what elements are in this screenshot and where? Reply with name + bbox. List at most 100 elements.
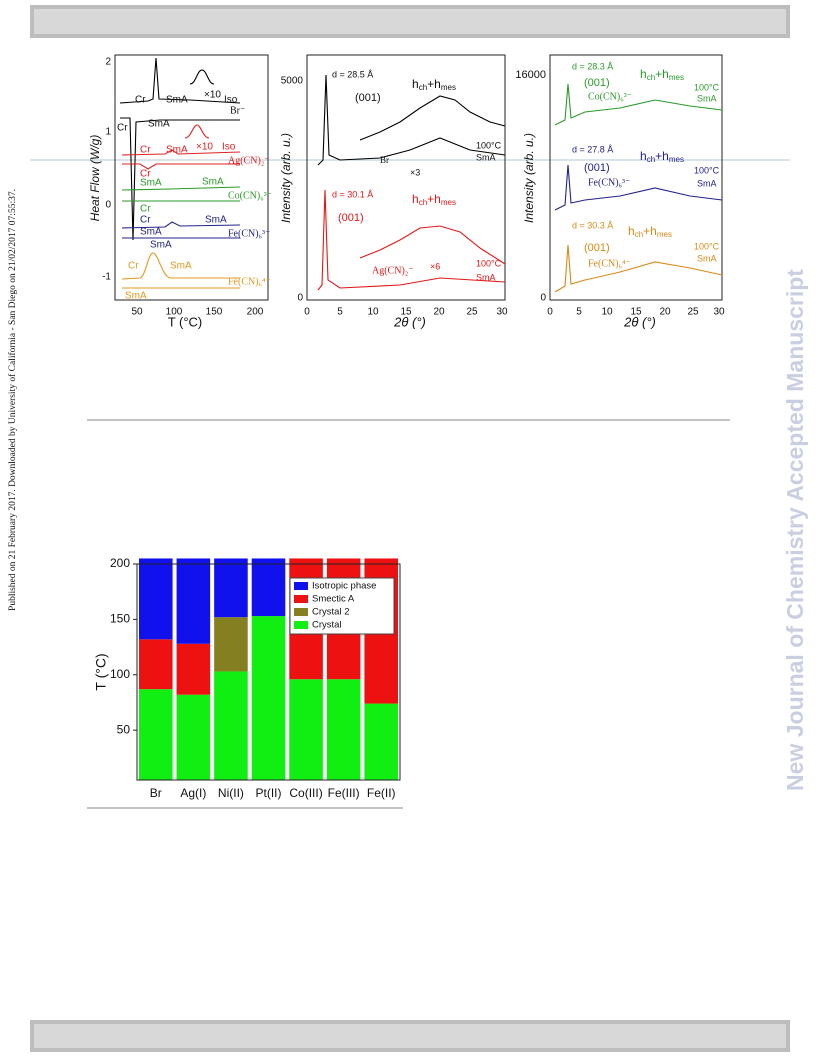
- label: (001): [584, 162, 610, 174]
- label: SmA: [150, 240, 172, 251]
- label: ×6: [430, 261, 440, 271]
- x-tick-label: Br: [150, 786, 162, 800]
- bar-segment: [176, 643, 211, 695]
- curve: [121, 186, 241, 191]
- label: SmA: [125, 291, 147, 302]
- label: 100°C: [694, 82, 720, 92]
- header-bar-inner: [34, 9, 786, 34]
- label: 100°C: [694, 241, 720, 251]
- y-tick-label: 2: [105, 57, 111, 68]
- label: SmA: [697, 178, 717, 188]
- label: ×3: [410, 167, 420, 177]
- y-tick-label: -1: [102, 272, 111, 283]
- x-tick-label: Fe(III): [328, 786, 360, 800]
- bar-chart: T (°C) Br Ag(I) Ni(II) Pt(II) Co(III) Fe(III)…: [93, 556, 401, 800]
- label: SmA: [140, 178, 162, 189]
- bar-segment: [139, 639, 173, 690]
- legend-swatch: [294, 608, 308, 616]
- frame: [549, 54, 723, 301]
- side-note: Published on 21 February 2017. Downloade…: [7, 189, 18, 611]
- y-tick-label: 5000: [281, 76, 304, 87]
- x-label: 2θ (°): [623, 314, 656, 329]
- label: Co(CN)₆³⁻: [228, 190, 272, 201]
- label: Fe(CN)₆⁴⁻: [588, 258, 631, 269]
- peak-label: hch+hmes: [640, 149, 684, 164]
- curve: [120, 117, 240, 241]
- x-tick-label: 150: [206, 307, 223, 318]
- label: Ag(CN)₂⁻: [228, 155, 270, 166]
- y-tick-label: 100: [110, 667, 130, 681]
- x-tick-label: 100: [166, 307, 183, 318]
- watermark: New Journal of Chemistry Accepted Manusc…: [782, 269, 808, 791]
- label: d = 27.8 Å: [572, 144, 613, 154]
- x-label: T (°C): [168, 314, 203, 329]
- y-tick-label: 1: [105, 127, 111, 138]
- label: Iso: [224, 95, 238, 106]
- label: SmA: [202, 177, 224, 188]
- label: SmA: [170, 261, 192, 272]
- label: Cr: [117, 123, 128, 134]
- peak-label: hch+hmes: [628, 224, 672, 239]
- bar-segment: [139, 689, 173, 780]
- x-tick-label: 10: [367, 307, 379, 318]
- peak-label: hch+hmes: [412, 192, 456, 207]
- x-tick-label: Ag(I): [180, 786, 206, 800]
- bar-segment: [214, 558, 248, 618]
- y-label: Heat Flow (W/g): [88, 135, 102, 222]
- label: Br: [380, 155, 389, 165]
- label: SmA: [205, 215, 227, 226]
- x-tick-label: 15: [630, 307, 642, 318]
- curve: [317, 189, 506, 291]
- bar-segment: [326, 679, 361, 780]
- plot-frame: [136, 563, 401, 781]
- curve: [554, 83, 723, 126]
- label: SmA: [166, 95, 188, 106]
- curve: [184, 124, 210, 139]
- bar-segment: [251, 616, 286, 780]
- label: SmA: [697, 93, 717, 103]
- label: Fe(CN)₆³⁻: [588, 177, 630, 188]
- y-tick-label: 0: [105, 200, 111, 211]
- curve: [119, 57, 241, 104]
- y-label: Intensity (arb. u.): [279, 133, 293, 223]
- label: d = 28.3 Å: [572, 61, 613, 71]
- footer-bar-inner: [34, 1024, 786, 1048]
- legend-label: Crystal: [312, 620, 342, 631]
- bar-segment: [176, 558, 211, 644]
- y-tick-label: 0: [297, 293, 303, 304]
- label: 100°C: [694, 165, 720, 175]
- bar-segment: [364, 703, 398, 780]
- label: Cr: [140, 145, 151, 156]
- label: SmA: [476, 152, 496, 162]
- curve: [121, 221, 241, 229]
- x-tick-label: 0: [547, 307, 553, 318]
- x-tick-label: 5: [576, 307, 582, 318]
- label: d = 30.1 Å: [332, 189, 373, 199]
- x-tick-label: 15: [400, 307, 412, 318]
- bar-segment: [251, 558, 286, 617]
- label: (001): [355, 92, 381, 104]
- legend-swatch: [294, 595, 308, 603]
- peak-label: hch+hmes: [640, 67, 684, 82]
- curve: [317, 74, 506, 166]
- curve: [189, 69, 215, 85]
- x-tick-label: 5: [337, 307, 343, 318]
- label: Ag(CN)₂⁻: [372, 265, 414, 276]
- x-tick-label: 25: [466, 307, 478, 318]
- label: (001): [338, 212, 364, 224]
- x-tick-label: 30: [496, 307, 508, 318]
- label: (001): [584, 77, 610, 89]
- x-ticks: 0 5 10 15 20 25 30: [304, 307, 508, 318]
- label: 100°C: [476, 140, 502, 150]
- label: Fe(CN)₆⁴⁻: [228, 276, 271, 287]
- x-tick-label: Co(III): [289, 786, 322, 800]
- x-label: 2θ (°): [393, 314, 426, 329]
- label: Co(CN)₆³⁻: [588, 91, 632, 102]
- label: Cr: [135, 95, 146, 106]
- bar-segment: [214, 671, 248, 780]
- label: ×10: [196, 142, 213, 153]
- bar-segment: [139, 558, 173, 640]
- x-tick-label: 10: [601, 307, 613, 318]
- x-tick-label: 30: [713, 307, 725, 318]
